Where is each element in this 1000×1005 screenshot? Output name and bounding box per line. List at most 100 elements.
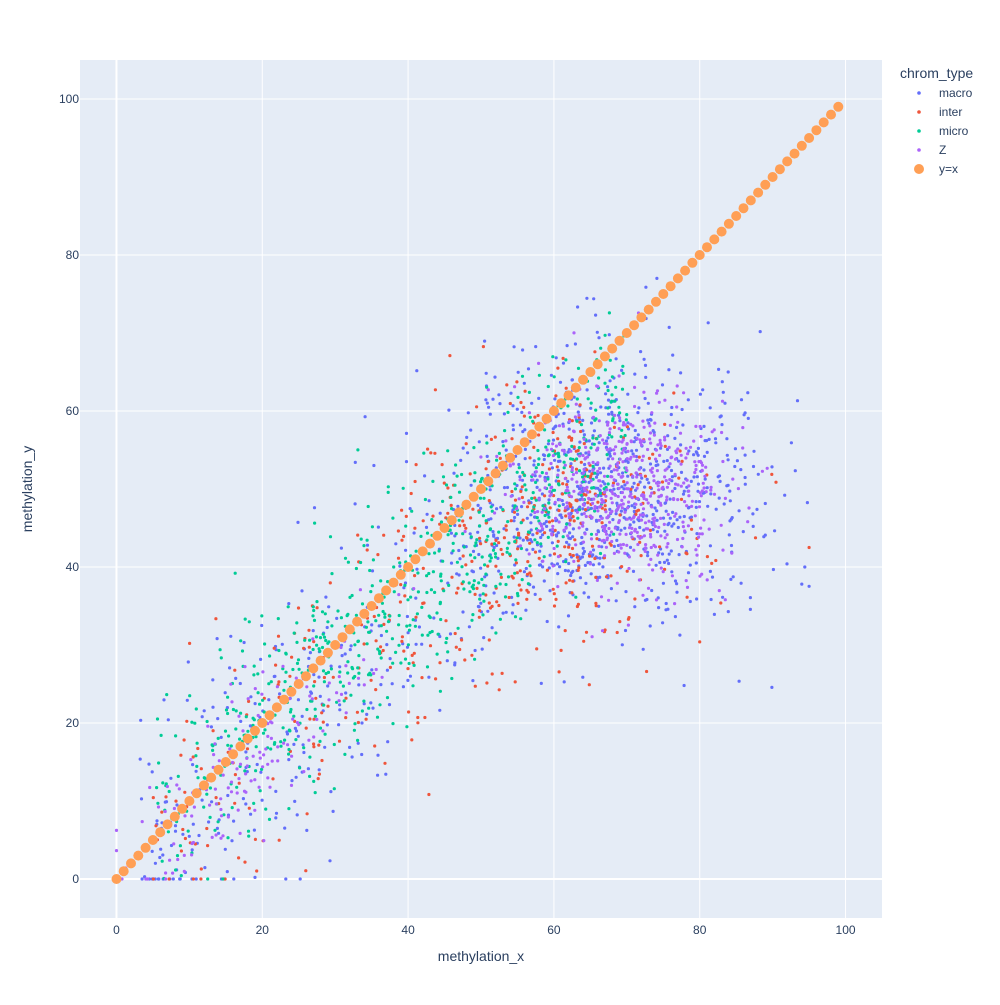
data-point bbox=[317, 772, 321, 776]
data-point bbox=[655, 530, 660, 534]
data-point bbox=[350, 593, 354, 598]
data-point bbox=[601, 565, 605, 569]
data-point bbox=[178, 844, 182, 848]
data-point bbox=[349, 644, 353, 648]
data-point bbox=[572, 489, 576, 493]
data-point bbox=[337, 675, 341, 679]
data-point bbox=[365, 642, 369, 646]
data-point bbox=[469, 428, 473, 432]
data-point bbox=[637, 578, 642, 582]
data-point bbox=[719, 601, 723, 605]
data-point bbox=[545, 524, 549, 529]
data-point bbox=[386, 740, 390, 744]
data-point bbox=[304, 726, 308, 730]
data-point bbox=[682, 683, 686, 688]
data-point bbox=[557, 504, 561, 508]
data-point bbox=[533, 474, 537, 478]
data-point bbox=[700, 463, 705, 467]
data-point bbox=[699, 434, 703, 439]
data-point bbox=[618, 419, 622, 423]
y-equals-x-point bbox=[476, 484, 486, 494]
data-point bbox=[692, 439, 696, 443]
data-point bbox=[610, 375, 615, 379]
data-point bbox=[663, 529, 667, 533]
data-point bbox=[313, 680, 317, 684]
data-point bbox=[404, 460, 409, 464]
data-point bbox=[550, 466, 555, 470]
data-point bbox=[713, 437, 718, 441]
data-point bbox=[657, 495, 661, 499]
data-point bbox=[488, 528, 492, 532]
data-point bbox=[409, 595, 413, 599]
data-point bbox=[639, 443, 644, 447]
data-point bbox=[569, 503, 573, 507]
data-point bbox=[535, 485, 539, 489]
data-point bbox=[598, 466, 602, 471]
data-point bbox=[527, 390, 532, 394]
y-equals-x-point bbox=[578, 374, 589, 385]
data-point bbox=[183, 836, 187, 841]
data-point bbox=[564, 489, 568, 493]
data-point bbox=[515, 380, 519, 384]
data-point bbox=[658, 438, 662, 442]
data-point bbox=[698, 424, 702, 429]
data-point bbox=[217, 759, 221, 763]
data-point bbox=[406, 667, 410, 671]
data-point bbox=[644, 543, 648, 547]
data-point bbox=[689, 479, 693, 483]
data-point bbox=[595, 448, 599, 452]
data-point bbox=[588, 514, 593, 518]
data-point bbox=[608, 358, 612, 362]
data-point bbox=[513, 615, 518, 619]
data-point bbox=[586, 506, 590, 510]
data-point bbox=[646, 550, 650, 555]
data-point bbox=[515, 527, 519, 531]
data-point bbox=[541, 565, 545, 569]
data-point bbox=[697, 535, 701, 539]
data-point bbox=[293, 719, 297, 724]
data-point bbox=[439, 574, 443, 578]
legend-item-y-x: y=x bbox=[914, 162, 958, 176]
y-equals-x-point bbox=[220, 757, 231, 767]
data-point bbox=[473, 471, 477, 475]
data-point bbox=[672, 497, 676, 501]
data-point bbox=[676, 483, 680, 487]
data-point bbox=[654, 563, 658, 567]
data-point bbox=[321, 669, 326, 673]
data-point bbox=[229, 780, 234, 784]
data-point bbox=[512, 345, 516, 349]
data-point bbox=[651, 452, 655, 456]
data-point bbox=[529, 574, 533, 578]
data-point bbox=[362, 699, 366, 703]
data-point bbox=[612, 532, 616, 536]
data-point bbox=[495, 507, 499, 511]
data-point bbox=[205, 792, 209, 796]
data-point bbox=[419, 534, 423, 539]
data-point bbox=[388, 614, 392, 618]
data-point bbox=[480, 577, 484, 582]
data-point bbox=[305, 828, 309, 833]
data-point bbox=[562, 528, 566, 532]
data-point bbox=[579, 541, 583, 546]
legend-label: inter bbox=[939, 105, 962, 119]
data-point bbox=[558, 380, 563, 384]
data-point bbox=[575, 555, 580, 559]
data-point bbox=[644, 285, 648, 289]
data-point bbox=[425, 512, 429, 516]
data-point bbox=[578, 491, 582, 495]
y-equals-x-point bbox=[147, 835, 158, 845]
data-point bbox=[551, 587, 555, 591]
data-point bbox=[281, 664, 285, 669]
data-point bbox=[159, 733, 163, 738]
data-point bbox=[274, 789, 278, 794]
data-point bbox=[637, 455, 641, 459]
data-point bbox=[410, 653, 414, 658]
data-point bbox=[490, 509, 494, 513]
data-point bbox=[399, 583, 403, 587]
data-point bbox=[315, 600, 319, 604]
data-point bbox=[374, 619, 378, 623]
data-point bbox=[587, 595, 591, 599]
data-point bbox=[385, 643, 389, 647]
data-point bbox=[659, 493, 664, 497]
data-point bbox=[506, 575, 511, 579]
